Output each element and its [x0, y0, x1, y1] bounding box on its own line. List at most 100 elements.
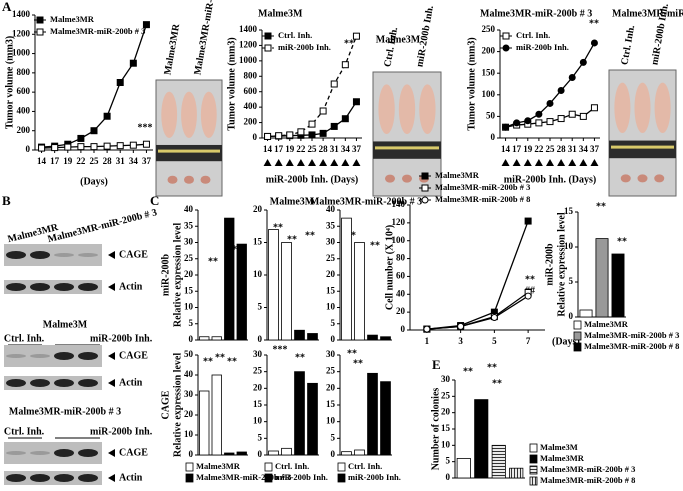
y-tick-label: 30: [253, 349, 263, 359]
legend-swatch: [529, 443, 538, 453]
chart-title: Malme3MR-miR-200b # 3: [310, 196, 422, 207]
bar: [456, 457, 471, 479]
legend-marker: [421, 196, 429, 204]
point: [524, 217, 532, 225]
y-tick-label: 25: [253, 366, 263, 376]
point: [568, 110, 576, 118]
point: [341, 115, 349, 123]
x-tick-label: 17: [512, 144, 522, 154]
bar: [224, 452, 235, 456]
band-label: CAGE: [119, 350, 148, 361]
x-tick-label: 19: [285, 144, 295, 154]
x-tick-label: 22: [76, 156, 86, 166]
lane-label: Ctrl. Inh.: [4, 333, 45, 344]
legend-marker: [264, 44, 272, 52]
band: [6, 474, 26, 482]
y-tick-label: 0: [331, 334, 336, 344]
arrow: [108, 251, 115, 259]
mouse: [419, 84, 436, 134]
band-label: Actin: [119, 472, 143, 483]
band: [30, 283, 50, 291]
y-tick-label: 20: [184, 409, 194, 419]
point: [590, 104, 598, 112]
y-axis-label: CAGE: [160, 390, 171, 419]
y-tick-label: 5: [569, 276, 574, 286]
x-tick-label: 25: [546, 144, 556, 154]
annotation: **: [589, 18, 599, 29]
x-tick-label: 17: [274, 144, 284, 154]
x-tick-label: 7: [526, 336, 531, 346]
y-tick-label: 5: [331, 318, 336, 328]
annotation: **: [208, 256, 218, 267]
bar: [579, 309, 593, 318]
y-tick-label: 1400: [12, 9, 31, 19]
bar: [268, 450, 279, 456]
photo-label: Malme3MR-miR-200b # 3: [192, 0, 222, 76]
blot-strip: [4, 376, 102, 390]
y-tick-label: 1000: [239, 55, 258, 65]
legend-label: Malme3MR-miR-200b # 8: [584, 341, 679, 351]
point: [330, 122, 338, 130]
y-tick-label: 10: [326, 416, 336, 426]
y-tick-label: 20: [253, 204, 263, 214]
mouse: [181, 91, 197, 138]
tumor: [620, 174, 631, 183]
arrow: [108, 379, 115, 387]
point: [103, 112, 111, 120]
legend-swatch: [573, 342, 582, 352]
point: [38, 144, 46, 152]
band: [54, 379, 74, 387]
legend-marker: [36, 16, 44, 24]
x-tick-label: 25: [90, 156, 100, 166]
x-tick-label: 28: [557, 144, 567, 154]
y-tick-label: 25: [326, 366, 336, 376]
legend-swatch: [185, 473, 194, 483]
y-tick-label: 0: [331, 449, 336, 459]
bar: [474, 399, 489, 479]
y-axis-label: miR-200b: [160, 253, 171, 296]
y-tick-label: 100: [482, 89, 496, 99]
x-tick-label: 19: [63, 156, 73, 166]
bar: [354, 242, 365, 341]
y-tick-label: 10: [253, 269, 263, 279]
legend-label: Malme3MR: [584, 319, 629, 329]
injection-marker: [557, 159, 566, 166]
bar: [367, 372, 378, 456]
y-tick-label: 20: [396, 306, 406, 316]
y-axis-label: Tumor volume (mm3): [4, 36, 15, 129]
point: [142, 140, 150, 148]
injection-marker: [308, 159, 316, 166]
x-tick-label: 5: [492, 336, 497, 346]
point: [423, 325, 431, 333]
y-tick-label: 10: [326, 302, 336, 312]
y-tick-label: 15: [564, 206, 574, 216]
point: [51, 144, 59, 152]
bar: [281, 242, 292, 341]
point: [535, 110, 543, 118]
band: [30, 251, 50, 259]
legend-swatch: [529, 454, 538, 464]
band: [78, 474, 98, 482]
annotation: **: [227, 356, 237, 367]
chart-title: Malme3M: [258, 8, 303, 19]
injection-marker: [263, 159, 272, 166]
annotation: **: [305, 230, 315, 241]
ruler-scale: [611, 145, 674, 149]
y-axis-label: Relative expression level: [172, 353, 183, 457]
panel-label: E: [432, 357, 441, 372]
y-tick-label: 0: [401, 324, 406, 334]
legend-label: miR-200b Inh.: [275, 472, 328, 482]
bar: [199, 390, 210, 456]
legend-swatch: [573, 331, 582, 341]
blot-strip: [4, 280, 102, 294]
legend-label: Ctrl. Inh.: [275, 461, 309, 471]
band: [54, 253, 74, 257]
y-tick-label: 30: [326, 349, 336, 359]
tumor: [167, 175, 178, 184]
x-tick-label: 31: [330, 144, 340, 154]
photo-label: Ctrl. Inh.: [619, 24, 637, 66]
x-tick-label: 14: [37, 156, 47, 166]
y-tick-label: 40: [184, 369, 194, 379]
y-tick-label: 200: [244, 117, 258, 127]
y-tick-label: 0: [189, 334, 194, 344]
